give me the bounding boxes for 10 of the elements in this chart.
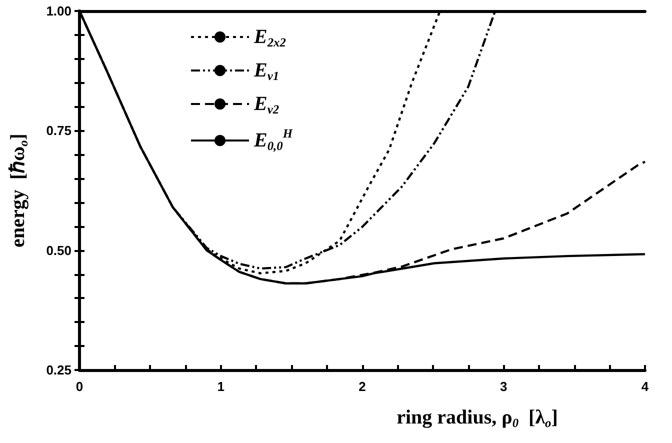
y-tick-label: 0.50 xyxy=(46,242,72,258)
y-tick-label: 1.00 xyxy=(46,4,72,18)
y-tick-label: 0.75 xyxy=(46,123,72,138)
x-tick-label: 0 xyxy=(76,379,84,394)
x-tick-label: 1 xyxy=(217,379,224,394)
y-axis-title: energy [ℏωo] xyxy=(7,134,30,248)
x-tick-label: 2 xyxy=(358,379,366,394)
x-tick-label: 4 xyxy=(641,379,650,394)
x-tick-label: 3 xyxy=(500,379,508,394)
y-tick-label: 0.25 xyxy=(46,362,72,378)
